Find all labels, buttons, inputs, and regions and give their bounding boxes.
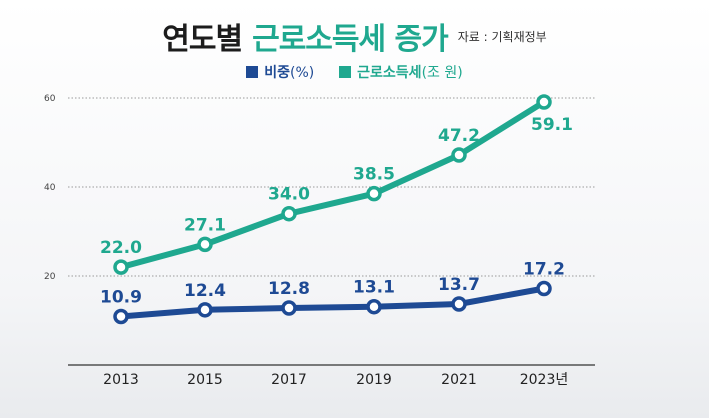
legend-unit-tax: (조 원) (421, 65, 463, 81)
data-point-0-1 (197, 302, 213, 318)
series-line-0 (118, 285, 547, 320)
y-tick-label-40: 40 (44, 183, 56, 193)
data-label-0-3: 13.1 (353, 278, 395, 298)
data-label-1-2: 34.0 (268, 185, 310, 205)
data-label-1-4: 47.2 (438, 126, 480, 146)
data-point-0-5 (536, 280, 552, 297)
data-point-1-4 (451, 147, 467, 163)
legend-unit-ratio: (%) (290, 65, 315, 81)
data-point-1-5 (536, 94, 552, 110)
legend-swatch-ratio (246, 66, 259, 78)
data-label-1-1: 27.1 (184, 215, 226, 235)
y-tick-label-20: 20 (44, 272, 56, 282)
data-point-0-3 (366, 298, 382, 315)
x-tick-label-5: 2023년 (520, 372, 569, 388)
data-label-1-5: 59.1 (531, 115, 573, 135)
data-point-1-0 (113, 259, 129, 275)
chart-title: 연도별 (162, 22, 243, 57)
data-label-0-5: 17.2 (523, 259, 565, 279)
data-point-0-0 (113, 308, 129, 325)
x-tick-label-2: 2017 (271, 372, 307, 388)
data-label-0-1: 12.4 (184, 281, 226, 301)
x-tick-label-4: 2021 (441, 372, 477, 388)
y-tick-label-60: 60 (44, 94, 56, 104)
legend-label-tax: 근로소득세 (357, 65, 422, 81)
data-point-0-4 (451, 296, 467, 312)
x-tick-label-1: 2015 (187, 372, 223, 388)
data-label-0-0: 10.9 (100, 287, 142, 307)
data-label-0-2: 12.8 (268, 279, 310, 299)
chart-title-accent: 근로소득세 증가 (252, 22, 449, 57)
x-tick-label-0: 2013 (103, 372, 139, 388)
data-label-1-3: 38.5 (353, 165, 395, 185)
data-point-1-1 (197, 236, 213, 253)
legend-item-tax: 근로소득세(조 원) (339, 62, 463, 82)
data-label-1-0: 22.0 (100, 238, 142, 258)
source-note: 자료 : 기획재정부 (457, 29, 547, 44)
title-row: 연도별 근로소득세 증가 자료 : 기획재정부 (0, 14, 709, 58)
legend-swatch-tax (339, 66, 352, 78)
legend-label-ratio: 비중 (264, 65, 291, 81)
data-point-1-2 (281, 205, 297, 222)
data-point-0-2 (281, 300, 297, 316)
series-line-1 (118, 99, 547, 271)
data-label-0-4: 13.7 (438, 275, 480, 295)
legend: 비중(%) 근로소득세(조 원) (0, 62, 709, 82)
legend-item-ratio: 비중(%) (246, 62, 314, 82)
data-point-1-3 (366, 185, 382, 202)
x-tick-label-3: 2019 (356, 372, 392, 388)
